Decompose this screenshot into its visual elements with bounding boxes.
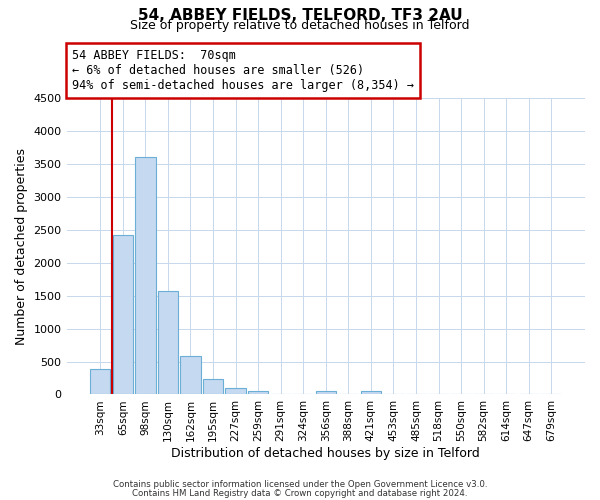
Text: Contains public sector information licensed under the Open Government Licence v3: Contains public sector information licen… [113, 480, 487, 489]
Text: Contains HM Land Registry data © Crown copyright and database right 2024.: Contains HM Land Registry data © Crown c… [132, 488, 468, 498]
Bar [158, 291, 178, 395]
X-axis label: Distribution of detached houses by size in Telford: Distribution of detached houses by size … [172, 447, 480, 460]
Bar [203, 378, 223, 394]
Bar [135, 158, 155, 394]
Text: Size of property relative to detached houses in Telford: Size of property relative to detached ho… [130, 19, 470, 32]
Text: 54 ABBEY FIELDS:  70sqm
← 6% of detached houses are smaller (526)
94% of semi-de: 54 ABBEY FIELDS: 70sqm ← 6% of detached … [72, 50, 414, 92]
Bar [113, 235, 133, 394]
Bar [181, 356, 200, 395]
Bar [248, 390, 268, 394]
Text: 54, ABBEY FIELDS, TELFORD, TF3 2AU: 54, ABBEY FIELDS, TELFORD, TF3 2AU [137, 8, 463, 22]
Bar [90, 370, 110, 394]
Y-axis label: Number of detached properties: Number of detached properties [15, 148, 28, 345]
Bar [316, 390, 336, 394]
Bar [361, 391, 381, 394]
Bar [226, 388, 246, 394]
